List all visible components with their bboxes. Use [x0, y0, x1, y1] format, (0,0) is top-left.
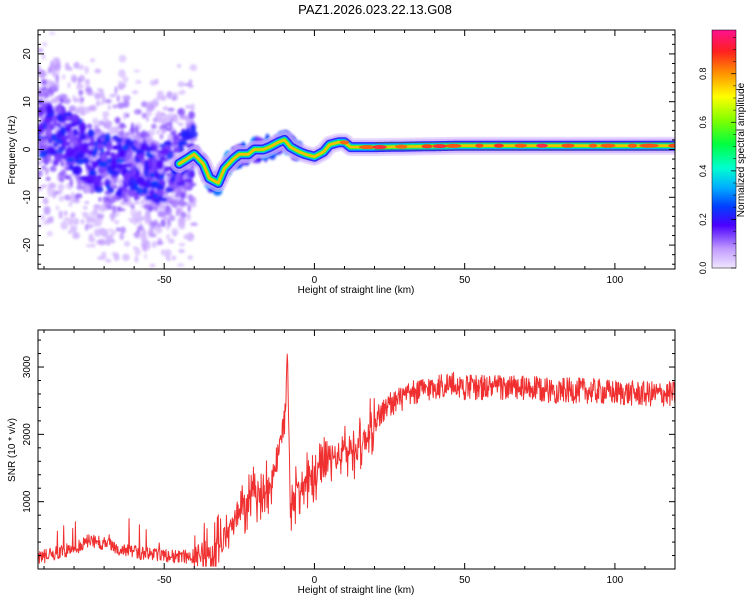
top-x-tick-label: 50	[459, 275, 471, 286]
spectrogram-image	[38, 31, 675, 268]
colorbar-ticks: 0.0 0.2 0.4 0.6 0.8	[698, 37, 736, 274]
top-x-tick-label: 100	[607, 275, 624, 286]
spectrogram-frame	[37, 29, 676, 270]
bottom-x-tick-label: -50	[157, 575, 172, 586]
colorbar-tick-label: 0.4	[698, 165, 708, 178]
bottom-y-tick-label: 1000	[22, 490, 33, 513]
colorbar-tick-label: 0.0	[698, 262, 708, 275]
top-y-tick-label: -20	[22, 237, 33, 252]
colorbar-tick-label: 0.2	[698, 213, 708, 226]
snr-ticks: -50 0 50 100 1000 2000 3000	[22, 330, 676, 586]
bottom-y-tick-label: 2000	[22, 423, 33, 446]
snr-frame	[37, 329, 676, 570]
top-y-tick-label: -10	[22, 190, 33, 205]
top-y-axis-label: Frequency (Hz)	[7, 116, 18, 185]
colorbar-tick-label: 0.8	[698, 67, 708, 80]
top-x-tick-label: -50	[157, 275, 172, 286]
spectrogram-panel: -50 0 50 100 -20 -10 0 10 20 Height of straight …	[7, 29, 676, 296]
top-x-axis-label: Height of straight line (km)	[298, 285, 415, 296]
bottom-y-tick-label: 3000	[22, 355, 33, 378]
colorbar-label: Normalized spectral amplitude	[736, 82, 747, 217]
bottom-x-tick-label: 50	[459, 575, 471, 586]
top-y-tick-label: 20	[22, 48, 33, 60]
top-y-tick-label: 0	[22, 146, 33, 152]
top-y-tick-label: 10	[22, 96, 33, 108]
bottom-x-tick-label: 100	[607, 575, 624, 586]
bottom-x-axis-label: Height of straight line (km)	[298, 585, 415, 596]
colorbar-tick-label: 0.6	[698, 116, 708, 129]
colorbar: 0.0 0.2 0.4 0.6 0.8 Normalized spectral ampl…	[698, 29, 747, 274]
snr-series-line	[38, 353, 675, 567]
top-x-tick-label: 0	[312, 275, 318, 286]
chart-title: PAZ1.2026.023.22.13.G08	[298, 2, 452, 17]
snr-panel: -50 0 50 100 1000 2000 3000 Height of straight…	[7, 329, 676, 596]
bottom-x-tick-label: 0	[312, 575, 318, 586]
bottom-y-axis-label: SNR (10 * v/v)	[7, 418, 18, 482]
colorbar-gradient	[711, 29, 737, 269]
